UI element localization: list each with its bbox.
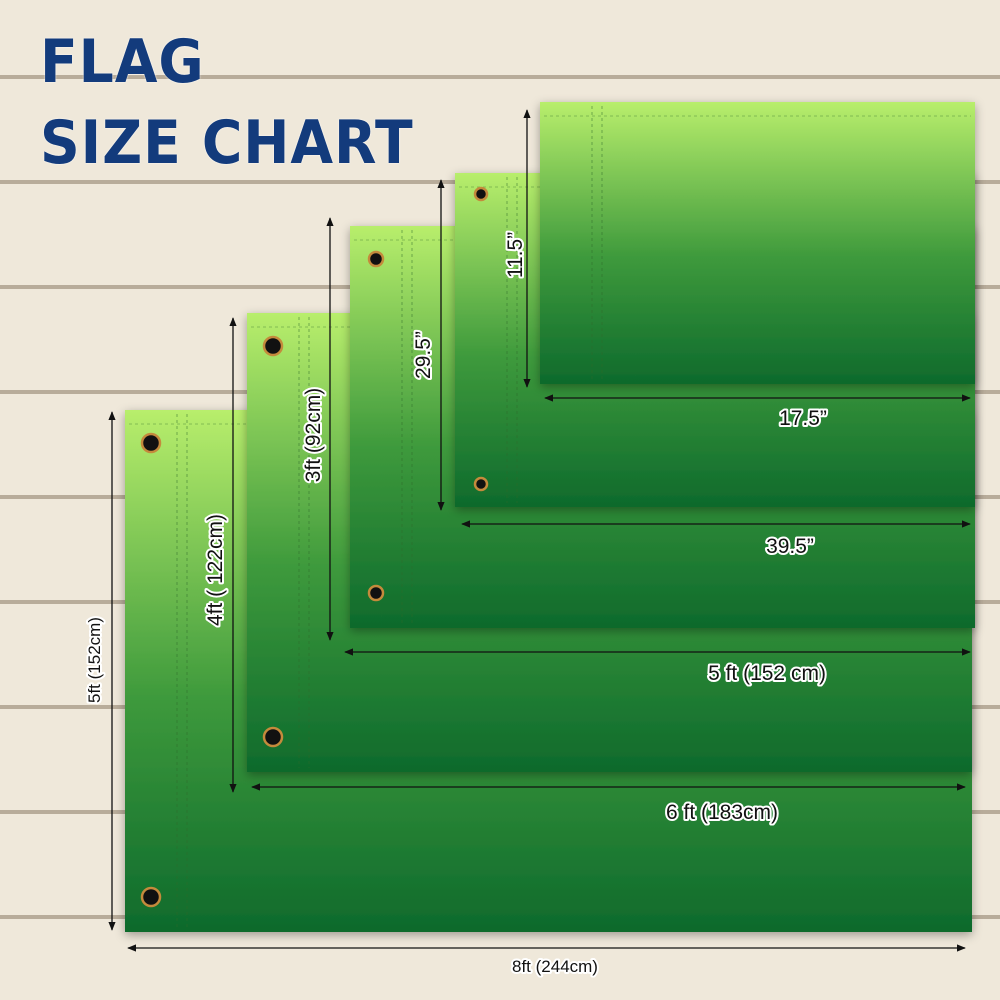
width-label: 8ft (244cm) (512, 957, 598, 976)
grommet-icon (473, 186, 489, 202)
height-label: 4ft ( 122cm) (204, 514, 227, 626)
flag-body (540, 102, 975, 384)
grommet-icon (367, 250, 385, 268)
height-label: 3ft (92cm) (302, 388, 325, 483)
grommet-icon (262, 726, 284, 748)
grommet-icon (140, 432, 162, 454)
grommet-icon (473, 476, 489, 492)
plank-gap (0, 75, 1000, 79)
width-label: 39.5” (766, 535, 814, 558)
title-line-2: SIZE CHART (40, 108, 414, 178)
width-label: 5 ft (152 cm) (708, 662, 826, 685)
height-label: 5ft (152cm) (85, 617, 104, 703)
grommet-icon (367, 584, 385, 602)
width-label: 6 ft (183cm) (666, 801, 778, 824)
height-label: 29.5” (412, 331, 435, 379)
height-label: 11.5” (504, 232, 527, 278)
flag-5: 11.5” 17.5” (502, 102, 975, 432)
width-label: 17.5” (779, 407, 827, 430)
grommet-icon (262, 335, 284, 357)
title-line-1: FLAG (40, 27, 205, 97)
grommet-icon (140, 886, 162, 908)
